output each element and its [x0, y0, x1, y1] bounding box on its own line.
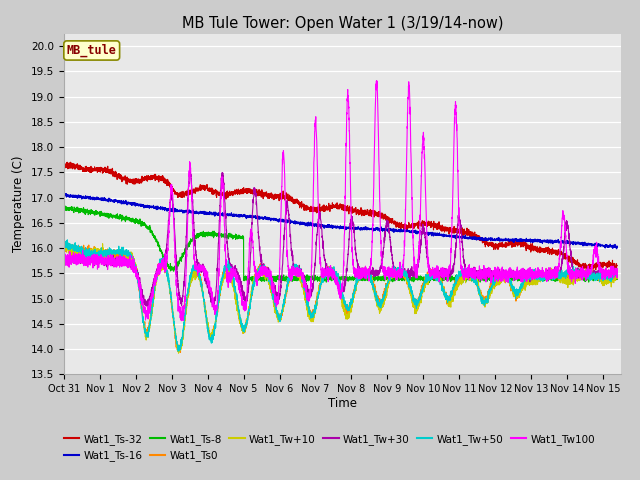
Wat1_Ts-8: [292, 275, 300, 280]
Wat1_Tw+50: [60, 246, 68, 252]
Wat1_Tw+50: [613, 271, 621, 277]
Wat1_Ts-16: [569, 241, 577, 247]
Wat1_Tw100: [178, 318, 186, 324]
Wat1_Ts-32: [462, 228, 470, 234]
Wat1_Tw+50: [175, 348, 182, 354]
Wat1_Ts-16: [462, 234, 470, 240]
Line: Wat1_Tw+30: Wat1_Tw+30: [64, 167, 617, 308]
Text: MB_tule: MB_tule: [67, 44, 116, 57]
Wat1_Ts-16: [596, 243, 604, 249]
Wat1_Tw+50: [323, 270, 331, 276]
Title: MB Tule Tower: Open Water 1 (3/19/14-now): MB Tule Tower: Open Water 1 (3/19/14-now…: [182, 16, 503, 31]
Wat1_Tw100: [60, 252, 68, 258]
Wat1_Tw+50: [63, 237, 71, 243]
Wat1_Ts-8: [297, 274, 305, 279]
Wat1_Ts-32: [292, 198, 300, 204]
Wat1_Ts-8: [596, 275, 604, 281]
Wat1_Tw+30: [144, 305, 152, 311]
Wat1_Tw+10: [323, 267, 331, 273]
Wat1_Ts0: [569, 272, 577, 278]
Legend: Wat1_Ts-32, Wat1_Ts-16, Wat1_Ts-8, Wat1_Ts0, Wat1_Tw+10, Wat1_Tw+30, Wat1_Tw+50,: Wat1_Ts-32, Wat1_Ts-16, Wat1_Ts-8, Wat1_…: [63, 434, 595, 461]
Wat1_Tw100: [297, 267, 305, 273]
Wat1_Tw100: [596, 267, 604, 273]
Wat1_Tw+30: [297, 269, 305, 275]
Wat1_Tw+30: [293, 268, 301, 274]
Wat1_Tw+50: [462, 267, 470, 273]
Wat1_Ts-16: [613, 243, 621, 249]
Wat1_Ts0: [293, 268, 301, 274]
Wat1_Ts0: [297, 273, 305, 279]
Line: Wat1_Ts-32: Wat1_Ts-32: [64, 162, 617, 270]
Wat1_Tw100: [323, 270, 331, 276]
Wat1_Tw+10: [596, 276, 604, 282]
Wat1_Ts-32: [60, 160, 68, 166]
Wat1_Ts-8: [61, 203, 69, 209]
Wat1_Ts0: [67, 241, 75, 247]
Wat1_Tw+50: [293, 268, 301, 274]
Wat1_Tw100: [569, 276, 577, 282]
Wat1_Ts-32: [67, 159, 74, 165]
Wat1_Ts0: [596, 271, 604, 276]
Wat1_Ts-32: [596, 262, 604, 268]
Wat1_Ts-16: [61, 191, 69, 196]
Wat1_Ts-16: [60, 192, 68, 198]
X-axis label: Time: Time: [328, 397, 357, 410]
Wat1_Tw100: [373, 78, 381, 84]
Wat1_Tw+10: [99, 241, 106, 247]
Wat1_Ts-32: [569, 258, 577, 264]
Wat1_Ts-32: [592, 267, 600, 273]
Line: Wat1_Tw+10: Wat1_Tw+10: [64, 244, 617, 353]
Wat1_Tw+30: [613, 274, 621, 280]
Wat1_Ts-8: [323, 276, 331, 281]
Line: Wat1_Ts-16: Wat1_Ts-16: [64, 193, 617, 249]
Wat1_Ts-8: [613, 276, 621, 281]
Wat1_Tw+10: [175, 350, 182, 356]
Wat1_Tw+50: [297, 271, 305, 277]
Wat1_Tw100: [462, 268, 470, 274]
Wat1_Tw+10: [462, 276, 470, 281]
Wat1_Ts-8: [60, 205, 68, 211]
Wat1_Tw+30: [569, 264, 577, 270]
Line: Wat1_Tw+50: Wat1_Tw+50: [64, 240, 617, 351]
Wat1_Ts-16: [323, 223, 331, 229]
Wat1_Tw+10: [60, 244, 68, 250]
Wat1_Ts-16: [612, 246, 620, 252]
Wat1_Ts0: [462, 270, 470, 276]
Wat1_Ts0: [60, 249, 68, 254]
Wat1_Ts-8: [462, 276, 470, 281]
Wat1_Ts-32: [613, 263, 621, 268]
Wat1_Tw+30: [186, 164, 194, 170]
Wat1_Tw+10: [297, 280, 305, 286]
Wat1_Tw100: [613, 275, 621, 281]
Wat1_Tw+30: [596, 269, 604, 275]
Wat1_Ts-8: [569, 276, 577, 282]
Wat1_Ts-32: [297, 203, 305, 208]
Line: Wat1_Tw100: Wat1_Tw100: [64, 81, 617, 321]
Wat1_Tw+50: [596, 276, 604, 281]
Wat1_Tw100: [292, 267, 300, 273]
Wat1_Ts-32: [323, 204, 331, 210]
Wat1_Ts0: [177, 349, 184, 355]
Line: Wat1_Ts0: Wat1_Ts0: [64, 244, 617, 352]
Wat1_Tw+10: [613, 274, 621, 280]
Wat1_Tw+30: [60, 257, 68, 263]
Wat1_Ts-16: [297, 219, 305, 225]
Y-axis label: Temperature (C): Temperature (C): [12, 156, 26, 252]
Wat1_Ts-16: [292, 219, 300, 225]
Wat1_Tw+30: [323, 264, 331, 270]
Wat1_Tw+50: [569, 269, 577, 275]
Wat1_Ts-8: [385, 280, 393, 286]
Wat1_Ts0: [323, 267, 331, 273]
Line: Wat1_Ts-8: Wat1_Ts-8: [64, 206, 617, 283]
Wat1_Tw+30: [462, 271, 470, 276]
Wat1_Tw+10: [293, 269, 301, 275]
Wat1_Ts0: [613, 273, 621, 278]
Wat1_Tw+10: [569, 276, 577, 282]
